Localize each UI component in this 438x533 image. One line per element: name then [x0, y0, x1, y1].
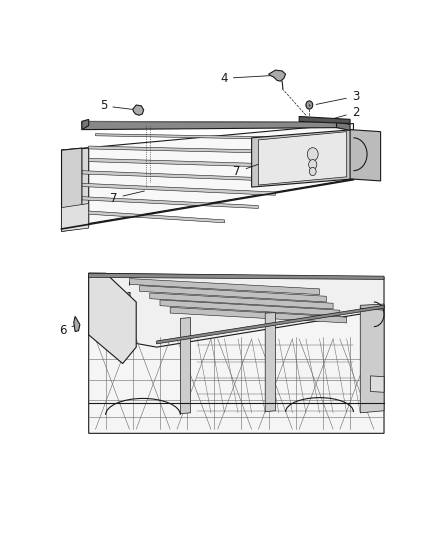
- Polygon shape: [133, 105, 144, 115]
- Polygon shape: [170, 308, 346, 323]
- Polygon shape: [268, 70, 286, 81]
- Circle shape: [306, 101, 313, 109]
- Polygon shape: [360, 304, 384, 310]
- Polygon shape: [61, 148, 82, 231]
- Polygon shape: [75, 183, 276, 195]
- Polygon shape: [258, 132, 346, 185]
- Polygon shape: [180, 318, 191, 414]
- Polygon shape: [88, 146, 320, 154]
- Text: 4: 4: [220, 72, 271, 85]
- Polygon shape: [61, 148, 88, 228]
- Polygon shape: [130, 279, 320, 295]
- Polygon shape: [150, 293, 333, 309]
- Polygon shape: [74, 317, 80, 332]
- Polygon shape: [61, 204, 88, 231]
- Text: 7: 7: [110, 191, 145, 205]
- Polygon shape: [251, 130, 353, 187]
- Polygon shape: [82, 119, 88, 130]
- Polygon shape: [88, 273, 384, 347]
- Polygon shape: [68, 209, 224, 223]
- Polygon shape: [72, 196, 258, 208]
- Polygon shape: [95, 134, 333, 140]
- Polygon shape: [299, 117, 350, 124]
- Text: 2: 2: [329, 106, 359, 120]
- Polygon shape: [360, 305, 384, 413]
- Polygon shape: [371, 376, 384, 392]
- Text: 5: 5: [100, 99, 134, 112]
- Text: 1: 1: [126, 282, 133, 304]
- Polygon shape: [88, 273, 384, 279]
- Circle shape: [309, 159, 317, 169]
- Polygon shape: [156, 305, 384, 344]
- Polygon shape: [350, 130, 381, 181]
- Polygon shape: [88, 310, 384, 433]
- Circle shape: [309, 167, 316, 175]
- Circle shape: [307, 148, 318, 161]
- Polygon shape: [265, 313, 276, 411]
- Polygon shape: [160, 300, 340, 316]
- Polygon shape: [82, 122, 343, 130]
- Text: 6: 6: [59, 324, 74, 337]
- Polygon shape: [88, 158, 309, 168]
- Polygon shape: [140, 286, 326, 302]
- Polygon shape: [61, 124, 353, 228]
- Text: 3: 3: [316, 90, 359, 104]
- Text: 7: 7: [233, 164, 261, 179]
- Polygon shape: [336, 122, 350, 131]
- Polygon shape: [88, 273, 136, 364]
- Polygon shape: [82, 171, 293, 182]
